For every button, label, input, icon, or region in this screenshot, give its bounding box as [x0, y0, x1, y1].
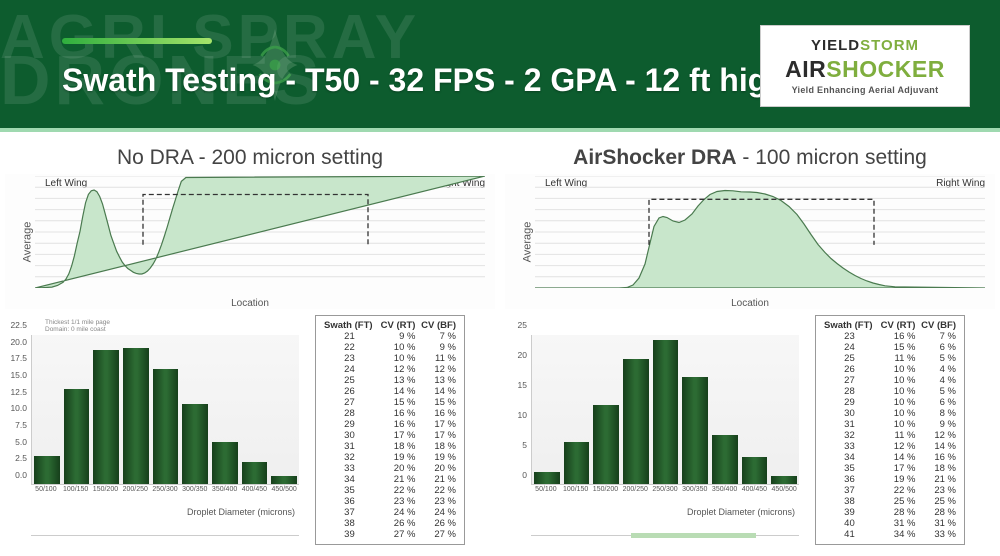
bar-categories-right: 50/100 100/150 150/200 200/250 250/300 3…	[531, 486, 799, 493]
table-row: 25 13 % 13 %	[322, 375, 458, 386]
bar-300-350[interactable]	[182, 404, 208, 484]
table-row: 23 16 % 7 %	[822, 331, 958, 342]
table-body-right: 23 16 % 7 % 24 15 % 6 % 25 11 % 5 % 26 10 % 4 % …	[822, 331, 958, 540]
table-row: 26 10 % 4 %	[822, 364, 958, 375]
table-row: 22 10 % 9 %	[322, 342, 458, 353]
bars-container-right	[531, 335, 799, 485]
table-row: 29 10 % 6 %	[822, 397, 958, 408]
x-axis-label: Location	[731, 298, 769, 309]
bar-100-150[interactable]	[564, 442, 590, 484]
bar-200-250[interactable]	[123, 348, 149, 484]
table-row: 28 10 % 5 %	[822, 386, 958, 397]
airshocker-logo: YIELDSTORM AIRSHOCKER Yield Enhancing Ae…	[760, 25, 970, 107]
table-row: 36 19 % 21 %	[822, 474, 958, 485]
table-row: 38 25 % 25 %	[822, 496, 958, 507]
chart-note: Thickest 1/1 mile page Domain: 0 mile co…	[45, 319, 110, 333]
table-row: 27 10 % 4 %	[822, 375, 958, 386]
bar-350-400[interactable]	[212, 442, 238, 484]
bar-categories-left: 50/100 100/150 150/200 200/250 250/300 3…	[31, 486, 299, 493]
bar-50-100[interactable]	[34, 456, 60, 484]
table-row: 24 12 % 12 %	[322, 364, 458, 375]
table-row: 41 34 % 33 %	[822, 529, 958, 540]
panel-title-left: No DRA - 200 micron setting	[0, 146, 500, 170]
bar-400-450[interactable]	[242, 462, 268, 484]
mini-range-slider-right[interactable]	[531, 531, 799, 541]
table-row: 35 22 % 22 %	[322, 485, 458, 496]
x-axis-label: Location	[231, 298, 269, 309]
bar-50-100[interactable]	[534, 472, 560, 484]
droplet-size-bar-chart-left[interactable]: Percent Volume Droplet Diameter (microns…	[5, 315, 305, 515]
mini-range-slider-left[interactable]	[31, 531, 299, 541]
table-row: 37 24 % 24 %	[322, 507, 458, 518]
table-row: 29 16 % 17 %	[322, 419, 458, 430]
y-axis-label: Average	[21, 221, 33, 262]
bar-400-450[interactable]	[742, 457, 768, 484]
table-row: 31 10 % 9 %	[822, 419, 958, 430]
table-row: 34 14 % 16 %	[822, 452, 958, 463]
table-row: 39 27 % 27 %	[322, 529, 458, 540]
table-row: 30 17 % 17 %	[322, 430, 458, 441]
table-row: 30 10 % 8 %	[822, 408, 958, 419]
bars-container-left	[31, 335, 299, 485]
swath-cv-table-right: Swath (FT) CV (RT) CV (BF) 23 16 % 7 % 24 1…	[815, 315, 965, 545]
table-row: 28 16 % 16 %	[322, 408, 458, 419]
bar-150-200[interactable]	[93, 350, 119, 484]
swath-cv-table-left: Swath (FT) CV (RT) CV (BF) 21 9 % 7 % 22 10…	[315, 315, 465, 545]
bar-300-350[interactable]	[682, 377, 708, 484]
table-row: 34 21 % 21 %	[322, 474, 458, 485]
comparison-panels: No DRA - 200 micron setting Average Loca…	[0, 132, 1000, 551]
droplet-size-bar-chart-right[interactable]: Percent Volume Droplet Diameter (microns…	[505, 315, 805, 515]
y-axis-label: Average	[521, 221, 533, 262]
bar-100-150[interactable]	[64, 389, 90, 484]
panel-no-dra: No DRA - 200 micron setting Average Loca…	[0, 132, 500, 551]
table-row: 31 18 % 18 %	[322, 441, 458, 452]
bar-250-300[interactable]	[153, 369, 179, 484]
bar-450-500[interactable]	[271, 476, 297, 484]
table-row: 24 15 % 6 %	[822, 342, 958, 353]
table-row: 39 28 % 28 %	[822, 507, 958, 518]
bar-200-250[interactable]	[623, 359, 649, 484]
bar-250-300[interactable]	[653, 340, 679, 484]
bar-x-axis-label: Droplet Diameter (microns)	[187, 507, 295, 517]
panel-airshocker-dra: AirShocker DRA - 100 micron setting Aver…	[500, 132, 1000, 551]
bottom-row-left: Percent Volume Droplet Diameter (microns…	[5, 315, 495, 545]
header-banner: AGRI SPRAY DRONES Swath Testing - T50 - …	[0, 0, 1000, 132]
area-curve-svg	[35, 176, 485, 288]
table-row: 23 10 % 11 %	[322, 353, 458, 364]
table-row: 21 9 % 7 %	[322, 331, 458, 342]
bar-x-axis-label: Droplet Diameter (microns)	[687, 507, 795, 517]
droplet-average-area-chart-left: Average Location Left Wing Right Wing	[5, 174, 495, 309]
table-row: 35 17 % 18 %	[822, 463, 958, 474]
bottom-row-right: Percent Volume Droplet Diameter (microns…	[505, 315, 995, 545]
panel-title-right: AirShocker DRA - 100 micron setting	[500, 146, 1000, 170]
bar-450-500[interactable]	[771, 476, 797, 484]
bar-y-ticks: 0.0 2.5 5.0 7.5 10.0 12.5 15.0 17.5 20.0…	[5, 335, 31, 485]
bar-350-400[interactable]	[712, 435, 738, 484]
table-row: 33 20 % 20 %	[322, 463, 458, 474]
table-row: 32 19 % 19 %	[322, 452, 458, 463]
droplet-average-area-chart-right: Average Location Left Wing Right Wing	[505, 174, 995, 309]
bar-y-ticks: 0 5 10 15 20 25	[505, 335, 531, 485]
table-row: 33 12 % 14 %	[822, 441, 958, 452]
table-row: 32 11 % 12 %	[822, 430, 958, 441]
table-row: 40 31 % 31 %	[822, 518, 958, 529]
table-row: 26 14 % 14 %	[322, 386, 458, 397]
area-curve-svg	[535, 176, 985, 288]
page-title: Swath Testing - T50 - 32 FPS - 2 GPA - 1…	[62, 62, 787, 99]
table-row: 27 15 % 15 %	[322, 397, 458, 408]
table-row: 38 26 % 26 %	[322, 518, 458, 529]
table-body-left: 21 9 % 7 % 22 10 % 9 % 23 10 % 11 % 24 12 % 12 %…	[322, 331, 458, 540]
table-row: 37 22 % 23 %	[822, 485, 958, 496]
table-row: 25 11 % 5 %	[822, 353, 958, 364]
decorative-progress-chip	[62, 38, 212, 44]
bar-150-200[interactable]	[593, 405, 619, 484]
table-row: 36 23 % 23 %	[322, 496, 458, 507]
